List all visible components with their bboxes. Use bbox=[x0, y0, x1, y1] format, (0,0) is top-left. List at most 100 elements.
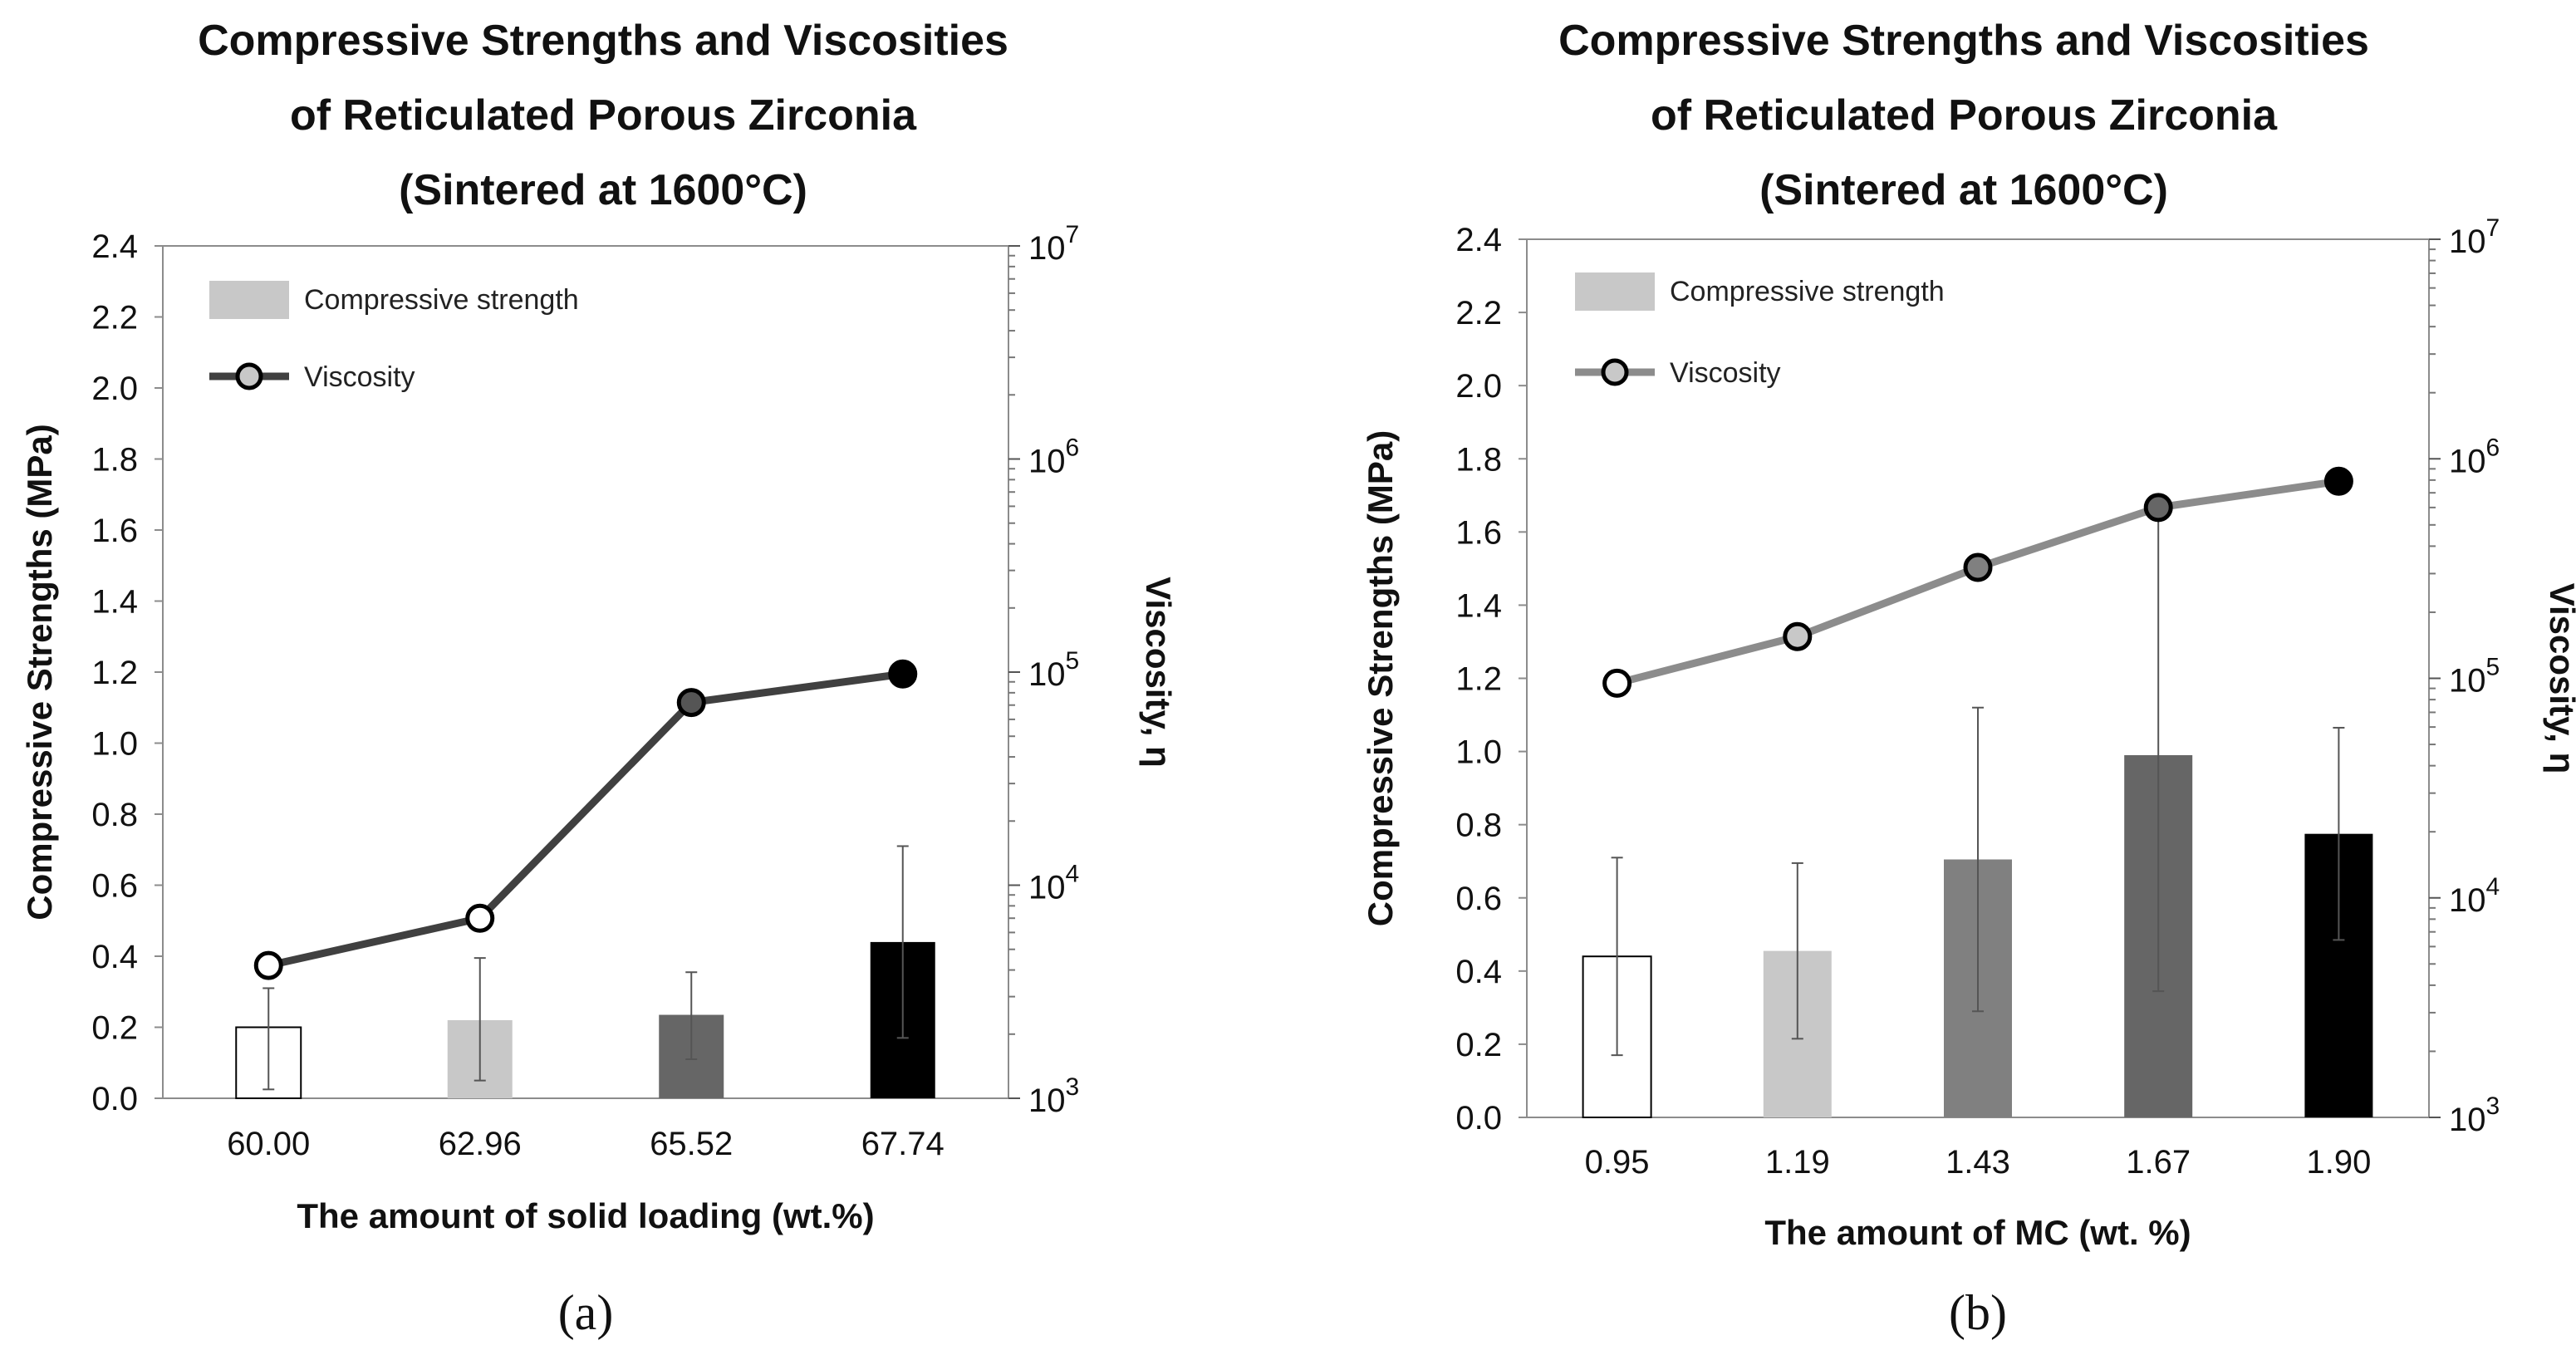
y2-tick-label: 106 bbox=[2449, 434, 2500, 479]
y2-tick-exponent: 5 bbox=[1066, 647, 1080, 675]
y-tick-label: 1.4 bbox=[1455, 587, 1502, 624]
viscosity-line bbox=[267, 670, 904, 970]
y-tick-label: 0.4 bbox=[1455, 954, 1502, 990]
y2-tick-exponent: 6 bbox=[2486, 434, 2500, 461]
y2-tick-exponent: 3 bbox=[1066, 1073, 1080, 1101]
y2-tick-label: 105 bbox=[2449, 654, 2500, 700]
y2-tick-label: 104 bbox=[1028, 861, 1079, 906]
legend-line-marker bbox=[1601, 358, 1629, 386]
y2-tick-base: 10 bbox=[1028, 230, 1066, 267]
x-tick-label: 0.95 bbox=[1585, 1144, 1650, 1181]
y2-tick-base: 10 bbox=[2449, 443, 2486, 479]
y-tick-label: 1.6 bbox=[91, 513, 138, 549]
viscosity-point-65.52 bbox=[676, 688, 706, 718]
x-axis-label: The amount of solid loading (wt.%) bbox=[297, 1196, 874, 1235]
y-axis-label: Compressive Strengths (MPa) bbox=[1361, 430, 1400, 926]
y2-tick-base: 10 bbox=[1028, 656, 1066, 693]
chart-title-line: (Sintered at 1600°C) bbox=[1759, 166, 2168, 214]
y-tick-label: 1.0 bbox=[91, 726, 138, 763]
x-tick-label: 1.90 bbox=[2306, 1144, 2371, 1181]
x-tick-label: 67.74 bbox=[861, 1126, 945, 1162]
y2-axis-label: Viscosity, η bbox=[2543, 583, 2576, 774]
viscosity-point-62.96 bbox=[465, 903, 495, 933]
viscosity-point-67.74 bbox=[888, 659, 918, 689]
y-tick-label: 1.2 bbox=[1455, 661, 1502, 698]
y2-tick-exponent: 4 bbox=[2486, 873, 2500, 901]
y-tick-label: 0.4 bbox=[91, 939, 138, 975]
y-tick-label: 0.0 bbox=[1455, 1100, 1502, 1137]
y2-tick-label: 105 bbox=[1028, 647, 1079, 693]
y2-tick-label: 104 bbox=[2449, 873, 2500, 919]
y2-tick-label: 103 bbox=[1028, 1073, 1079, 1119]
y2-tick-base: 10 bbox=[1028, 444, 1066, 480]
legend-line-marker bbox=[235, 362, 263, 390]
y-tick-label: 1.0 bbox=[1455, 734, 1502, 771]
chart-title-line: (Sintered at 1600°C) bbox=[399, 166, 807, 214]
viscosity-point-1.90 bbox=[2323, 466, 2353, 496]
y-tick-label: 2.2 bbox=[91, 300, 138, 336]
y2-tick-base: 10 bbox=[2449, 882, 2486, 919]
y-tick-label: 2.0 bbox=[1455, 368, 1502, 405]
y2-tick-exponent: 4 bbox=[1066, 861, 1080, 888]
y-tick-label: 0.6 bbox=[1455, 881, 1502, 917]
y-tick-label: 0.2 bbox=[1455, 1027, 1502, 1063]
y-tick-label: 0.8 bbox=[91, 797, 138, 833]
y-tick-label: 1.8 bbox=[91, 442, 138, 479]
y-tick-label: 1.6 bbox=[1455, 514, 1502, 551]
y2-tick-base: 10 bbox=[2449, 663, 2486, 700]
x-tick-label: 1.43 bbox=[1945, 1144, 2010, 1181]
chart-a: Compressive Strengths and Viscosities of … bbox=[20, 17, 1178, 1340]
viscosity-line bbox=[1616, 477, 2340, 687]
y-tick-label: 1.2 bbox=[91, 655, 138, 691]
chart-title-line: of Reticulated Porous Zirconia bbox=[290, 91, 917, 140]
chart-title-line: Compressive Strengths and Viscosities bbox=[1558, 17, 2369, 65]
x-tick-label: 60.00 bbox=[227, 1126, 310, 1162]
y2-tick-base: 10 bbox=[2449, 1102, 2486, 1138]
panel-caption: (b) bbox=[1949, 1285, 2007, 1340]
y-tick-label: 2.2 bbox=[1455, 295, 1502, 331]
y2-axis-label: Viscosity, η bbox=[1139, 577, 1178, 768]
panel-caption: (a) bbox=[558, 1285, 614, 1340]
y-tick-label: 1.4 bbox=[91, 584, 138, 621]
y-axis-label: Compressive Strengths (MPa) bbox=[20, 424, 59, 920]
x-tick-label: 1.19 bbox=[1765, 1144, 1830, 1181]
y-tick-label: 2.4 bbox=[1455, 222, 1502, 258]
viscosity-point-1.43 bbox=[1963, 552, 1993, 582]
x-tick-label: 62.96 bbox=[439, 1126, 522, 1162]
y2-tick-exponent: 5 bbox=[2486, 654, 2500, 681]
y2-tick-label: 107 bbox=[1028, 221, 1079, 267]
chart-title-line: Compressive Strengths and Viscosities bbox=[198, 17, 1008, 65]
y2-tick-base: 10 bbox=[1028, 870, 1066, 906]
x-axis-label: The amount of MC (wt. %) bbox=[1764, 1213, 2191, 1252]
viscosity-point-1.19 bbox=[1783, 621, 1813, 651]
legend-bar-swatch bbox=[1575, 272, 1655, 311]
y2-tick-exponent: 3 bbox=[2486, 1092, 2500, 1120]
chart-b: Compressive Strengths and Viscosities of … bbox=[1361, 17, 2576, 1340]
x-tick-label: 65.52 bbox=[650, 1126, 733, 1162]
y2-tick-base: 10 bbox=[1028, 1083, 1066, 1119]
y2-tick-exponent: 6 bbox=[1066, 434, 1080, 462]
y2-tick-exponent: 7 bbox=[1066, 221, 1080, 248]
y-tick-label: 0.8 bbox=[1455, 808, 1502, 844]
viscosity-point-60.00 bbox=[253, 950, 283, 980]
legend-bar-label: Compressive strength bbox=[1670, 276, 1945, 307]
viscosity-point-1.67 bbox=[2143, 493, 2173, 523]
legend-bar-label: Compressive strength bbox=[304, 284, 579, 316]
y2-tick-label: 106 bbox=[1028, 434, 1079, 480]
x-tick-label: 1.67 bbox=[2126, 1144, 2191, 1181]
y2-tick-label: 103 bbox=[2449, 1092, 2500, 1138]
y-tick-label: 0.6 bbox=[91, 868, 138, 905]
y-tick-label: 1.8 bbox=[1455, 441, 1502, 478]
legend-line-label: Viscosity bbox=[304, 361, 415, 393]
y2-tick-label: 107 bbox=[2449, 214, 2500, 260]
y2-tick-base: 10 bbox=[2449, 223, 2486, 260]
legend-bar-swatch bbox=[209, 281, 289, 319]
chart-title-line: of Reticulated Porous Zirconia bbox=[1651, 91, 2278, 140]
y-tick-label: 2.0 bbox=[91, 371, 138, 407]
y2-tick-exponent: 7 bbox=[2486, 214, 2500, 242]
legend-line-label: Viscosity bbox=[1670, 357, 1781, 389]
y-tick-label: 0.0 bbox=[91, 1081, 138, 1117]
y-tick-label: 0.2 bbox=[91, 1010, 138, 1047]
viscosity-point-0.95 bbox=[1602, 668, 1632, 698]
